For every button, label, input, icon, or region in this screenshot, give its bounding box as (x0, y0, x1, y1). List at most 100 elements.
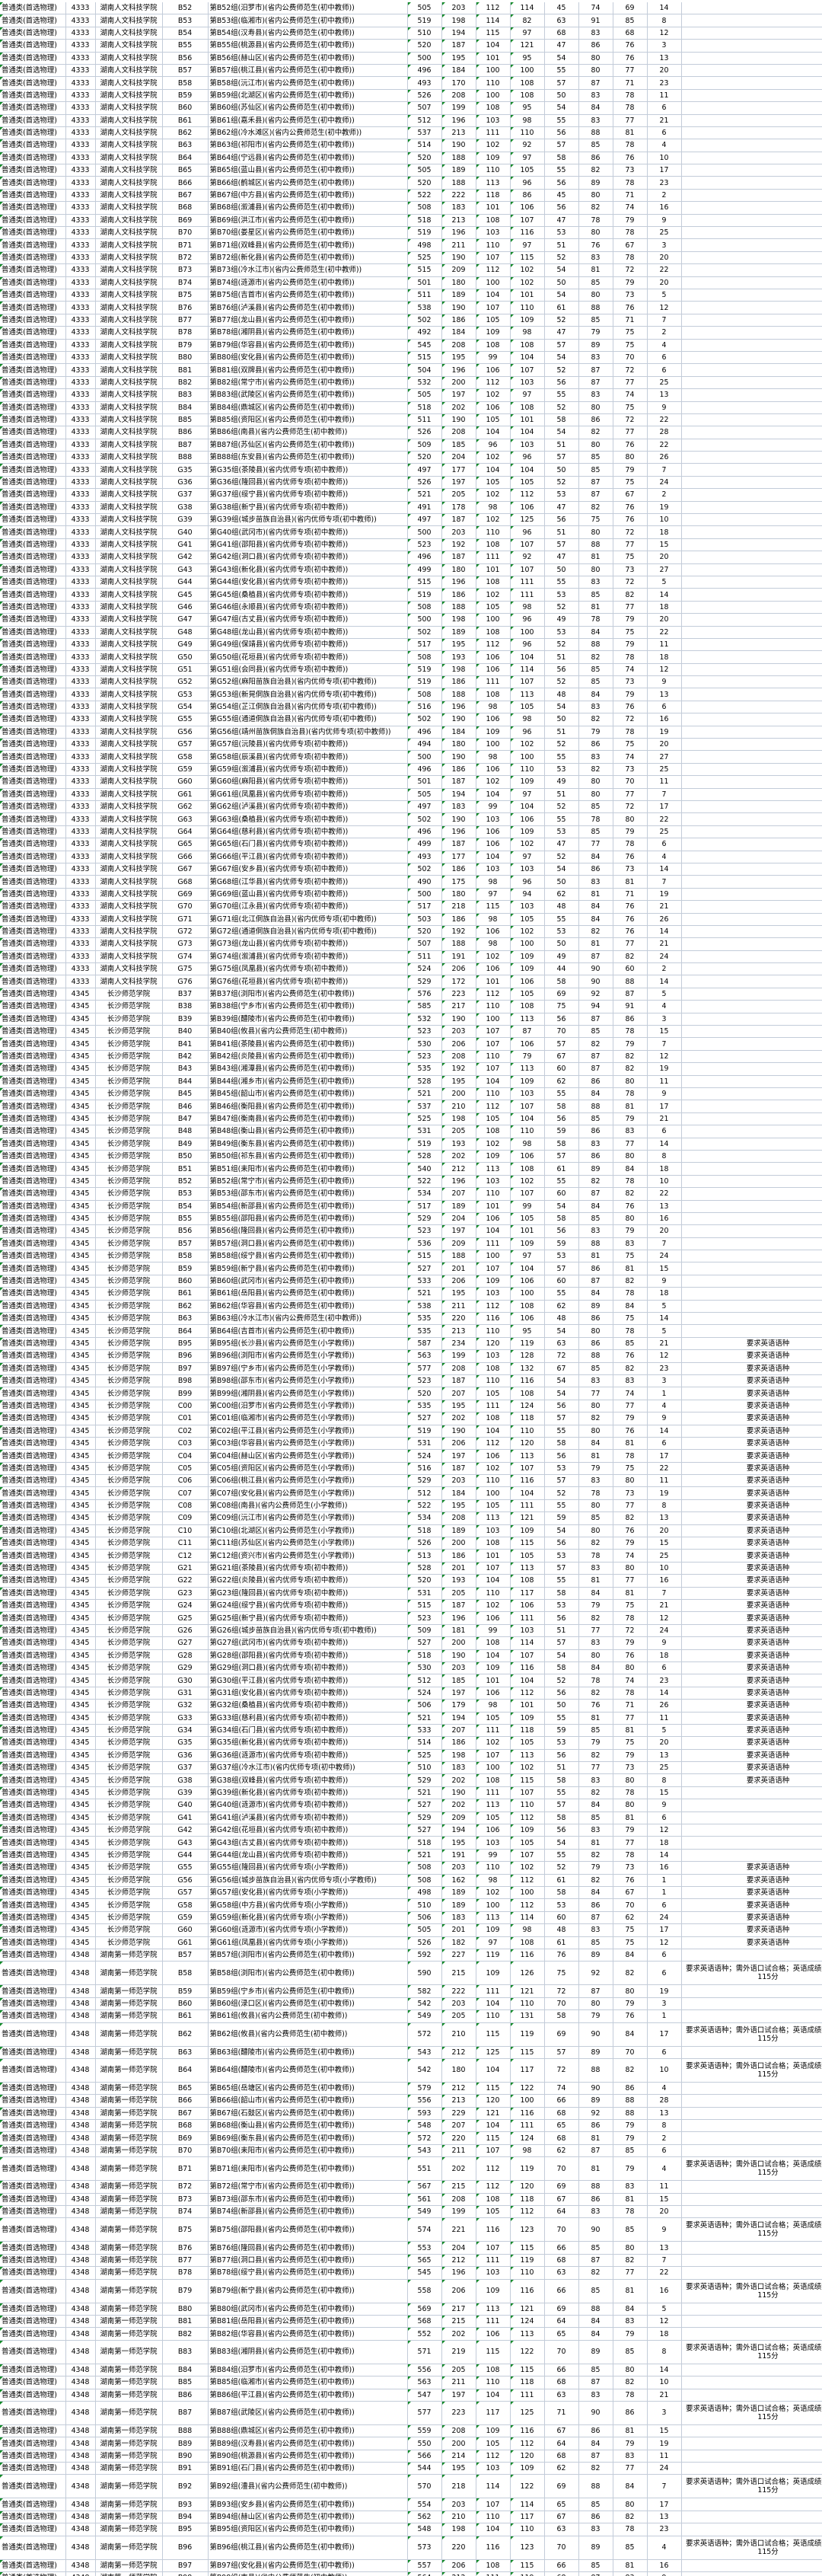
cell-category[interactable]: 普通类(首选物理) (0, 950, 66, 964)
cell-category[interactable]: 普通类(首选物理) (0, 1013, 66, 1026)
cell-group-description[interactable]: 第B63组(醴陵市)(省内公费师范生(初中教师)) (208, 2046, 408, 2059)
cell-score-7[interactable]: 85 (613, 2217, 648, 2242)
cell-institution-code[interactable]: 4345 (65, 1687, 96, 1700)
cell-score-2[interactable]: 209 (441, 1811, 476, 1825)
cell-institution-code[interactable]: 4345 (65, 1250, 96, 1263)
cell-score-2[interactable]: 196 (441, 1611, 476, 1625)
cell-score-3[interactable]: 110 (476, 76, 511, 90)
cell-score-5[interactable]: 63 (544, 14, 579, 27)
cell-institution-name[interactable]: 长沙师范学院 (95, 1511, 163, 1525)
cell-category[interactable]: 普通类(首选物理) (0, 1262, 66, 1275)
cell-note[interactable] (681, 601, 822, 614)
cell-institution-name[interactable]: 湖南人文科技学院 (95, 551, 163, 564)
cell-score-8[interactable]: 18 (647, 2327, 682, 2341)
cell-category[interactable]: 普通类(首选物理) (0, 1312, 66, 1326)
cell-score-3[interactable]: 106 (476, 1611, 511, 1625)
cell-note[interactable] (681, 913, 822, 926)
cell-score-3[interactable]: 108 (476, 538, 511, 552)
cell-score-4[interactable]: 104 (510, 650, 545, 664)
cell-institution-name[interactable]: 湖南人文科技学院 (95, 825, 163, 839)
cell-institution-name[interactable]: 长沙师范学院 (95, 1400, 163, 1413)
cell-group-description[interactable]: 第B47组(衡南县)(省内公费师范生(初中教师)) (208, 1112, 408, 1126)
cell-score-4[interactable]: 115 (510, 2046, 545, 2059)
cell-note[interactable] (681, 613, 822, 627)
cell-score-7[interactable]: 80 (613, 812, 648, 826)
cell-score-8[interactable]: 25 (647, 825, 682, 839)
cell-score-3[interactable]: 107 (476, 1749, 511, 1763)
cell-institution-code[interactable]: 4345 (65, 1262, 96, 1275)
cell-group-code[interactable]: G41 (162, 538, 209, 552)
table-row[interactable]: 普通类(首选物理) 4333 湖南人文科技学院 G64 第G64组(慈利县)(省内优师专… (0, 825, 822, 839)
cell-score-5[interactable]: 55 (544, 1786, 579, 1800)
cell-score-2[interactable]: 186 (441, 913, 476, 926)
cell-group-code[interactable]: B77 (162, 314, 209, 327)
cell-score-3[interactable]: 106 (476, 1687, 511, 1700)
cell-score-8[interactable]: 6 (647, 1437, 682, 1451)
cell-score-4[interactable]: 103 (510, 376, 545, 390)
cell-score-8[interactable]: 19 (647, 1062, 682, 1076)
cell-group-code[interactable]: B85 (162, 413, 209, 427)
cell-score-6[interactable]: 92 (578, 988, 613, 1001)
cell-score-5[interactable]: 52 (544, 314, 579, 327)
cell-score-5[interactable]: 50 (544, 463, 579, 477)
cell-institution-code[interactable]: 4348 (65, 1961, 96, 1986)
cell-score-8[interactable]: 3 (647, 238, 682, 252)
table-row[interactable]: 普通类(首选物理) 4333 湖南人文科技学院 G76 第G76组(花垣县)(省内优师专… (0, 975, 822, 988)
cell-score-6[interactable]: 86 (578, 863, 613, 876)
cell-institution-code[interactable]: 4333 (65, 152, 96, 165)
cell-score-1[interactable]: 514 (407, 1736, 442, 1750)
cell-score-1[interactable]: 521 (407, 1849, 442, 1863)
cell-score-7[interactable]: 77 (613, 376, 648, 390)
cell-group-description[interactable]: 第G39组(城步苗族自治县)(省内优师专项(初中教师)) (208, 513, 408, 527)
cell-institution-code[interactable]: 4333 (65, 601, 96, 614)
cell-score-3[interactable]: 98 (476, 913, 511, 926)
cell-score-5[interactable]: 48 (544, 1312, 579, 1326)
cell-institution-name[interactable]: 湖南人文科技学院 (95, 812, 163, 826)
cell-note[interactable] (681, 2131, 822, 2145)
cell-category[interactable]: 普通类(首选物理) (0, 2058, 66, 2083)
cell-score-6[interactable]: 76 (578, 1699, 613, 1713)
cell-group-description[interactable]: 第G69组(蓝山县)(省内优师专项(初中教师)) (208, 888, 408, 902)
table-row[interactable]: 普通类(首选物理) 4345 长沙师范学院 C01 第C01组(临湘市)(省内公费师范生… (0, 1412, 822, 1425)
cell-category[interactable]: 普通类(首选物理) (0, 101, 66, 115)
cell-note[interactable] (681, 363, 822, 377)
cell-score-5[interactable]: 65 (544, 2327, 579, 2341)
cell-score-3[interactable]: 104 (476, 39, 511, 53)
cell-score-8[interactable]: 22 (647, 413, 682, 427)
cell-score-1[interactable]: 496 (407, 64, 442, 78)
cell-institution-code[interactable]: 4333 (65, 401, 96, 414)
cell-group-description[interactable]: 第G46组(永顺县)(省内优师专项(初中教师)) (208, 601, 408, 614)
cell-group-code[interactable]: B66 (162, 176, 209, 190)
cell-score-5[interactable]: 59 (544, 1511, 579, 1525)
cell-group-code[interactable]: G33 (162, 1712, 209, 1725)
cell-note[interactable] (681, 1112, 822, 1126)
cell-group-description[interactable]: 第B65组(岳塘区)(省内公费师范生(初中教师)) (208, 2082, 408, 2096)
cell-group-description[interactable]: 第G42组(花垣县)(省内优师专项(初中教师)) (208, 1824, 408, 1837)
cell-group-description[interactable]: 第G47组(古丈县)(省内优师专项(初中教师)) (208, 613, 408, 627)
cell-score-3[interactable]: 107 (476, 2241, 511, 2255)
cell-score-5[interactable]: 52 (544, 1486, 579, 1500)
cell-institution-name[interactable]: 长沙师范学院 (95, 1075, 163, 1088)
cell-score-1[interactable]: 517 (407, 900, 442, 914)
cell-score-4[interactable]: 100 (510, 1287, 545, 1301)
cell-score-5[interactable]: 58 (544, 2009, 579, 2023)
cell-group-code[interactable]: B57 (162, 1949, 209, 1962)
cell-score-2[interactable]: 194 (441, 788, 476, 802)
cell-group-description[interactable]: 第B52组(汨罗市)(省内公费师范生(初中教师)) (208, 2, 408, 15)
table-row[interactable]: 普通类(首选物理) 4333 湖南人文科技学院 G74 第G74组(溆浦县)(省内优师专… (0, 950, 822, 964)
cell-score-2[interactable]: 227 (441, 1949, 476, 1962)
cell-score-7[interactable]: 76 (613, 2009, 648, 2023)
cell-score-2[interactable]: 234 (441, 1337, 476, 1351)
cell-group-code[interactable]: B76 (162, 301, 209, 314)
cell-score-7[interactable]: 79 (613, 214, 648, 228)
cell-score-7[interactable]: 78 (613, 89, 648, 103)
cell-score-2[interactable]: 205 (441, 2009, 476, 2023)
cell-group-code[interactable]: B58 (162, 76, 209, 90)
cell-category[interactable]: 普通类(首选物理) (0, 2474, 66, 2499)
cell-score-8[interactable]: 9 (647, 1412, 682, 1425)
cell-group-description[interactable]: 第B95组(长沙县)(省内公费师范生(小学教师)) (208, 1337, 408, 1351)
cell-score-8[interactable]: 12 (647, 1611, 682, 1625)
table-row[interactable]: 普通类(首选物理) 4345 长沙师范学院 C03 第C03组(华容县)(省内公费师范生… (0, 1437, 822, 1451)
cell-score-4[interactable]: 122 (510, 2082, 545, 2096)
